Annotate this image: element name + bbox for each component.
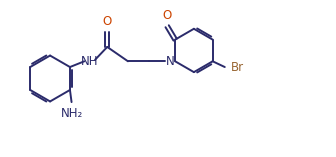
Text: Br: Br	[230, 61, 244, 74]
Text: O: O	[163, 9, 172, 22]
Text: O: O	[102, 14, 112, 27]
Text: N: N	[166, 55, 175, 68]
Text: NH: NH	[81, 55, 98, 68]
Text: NH₂: NH₂	[60, 107, 83, 119]
